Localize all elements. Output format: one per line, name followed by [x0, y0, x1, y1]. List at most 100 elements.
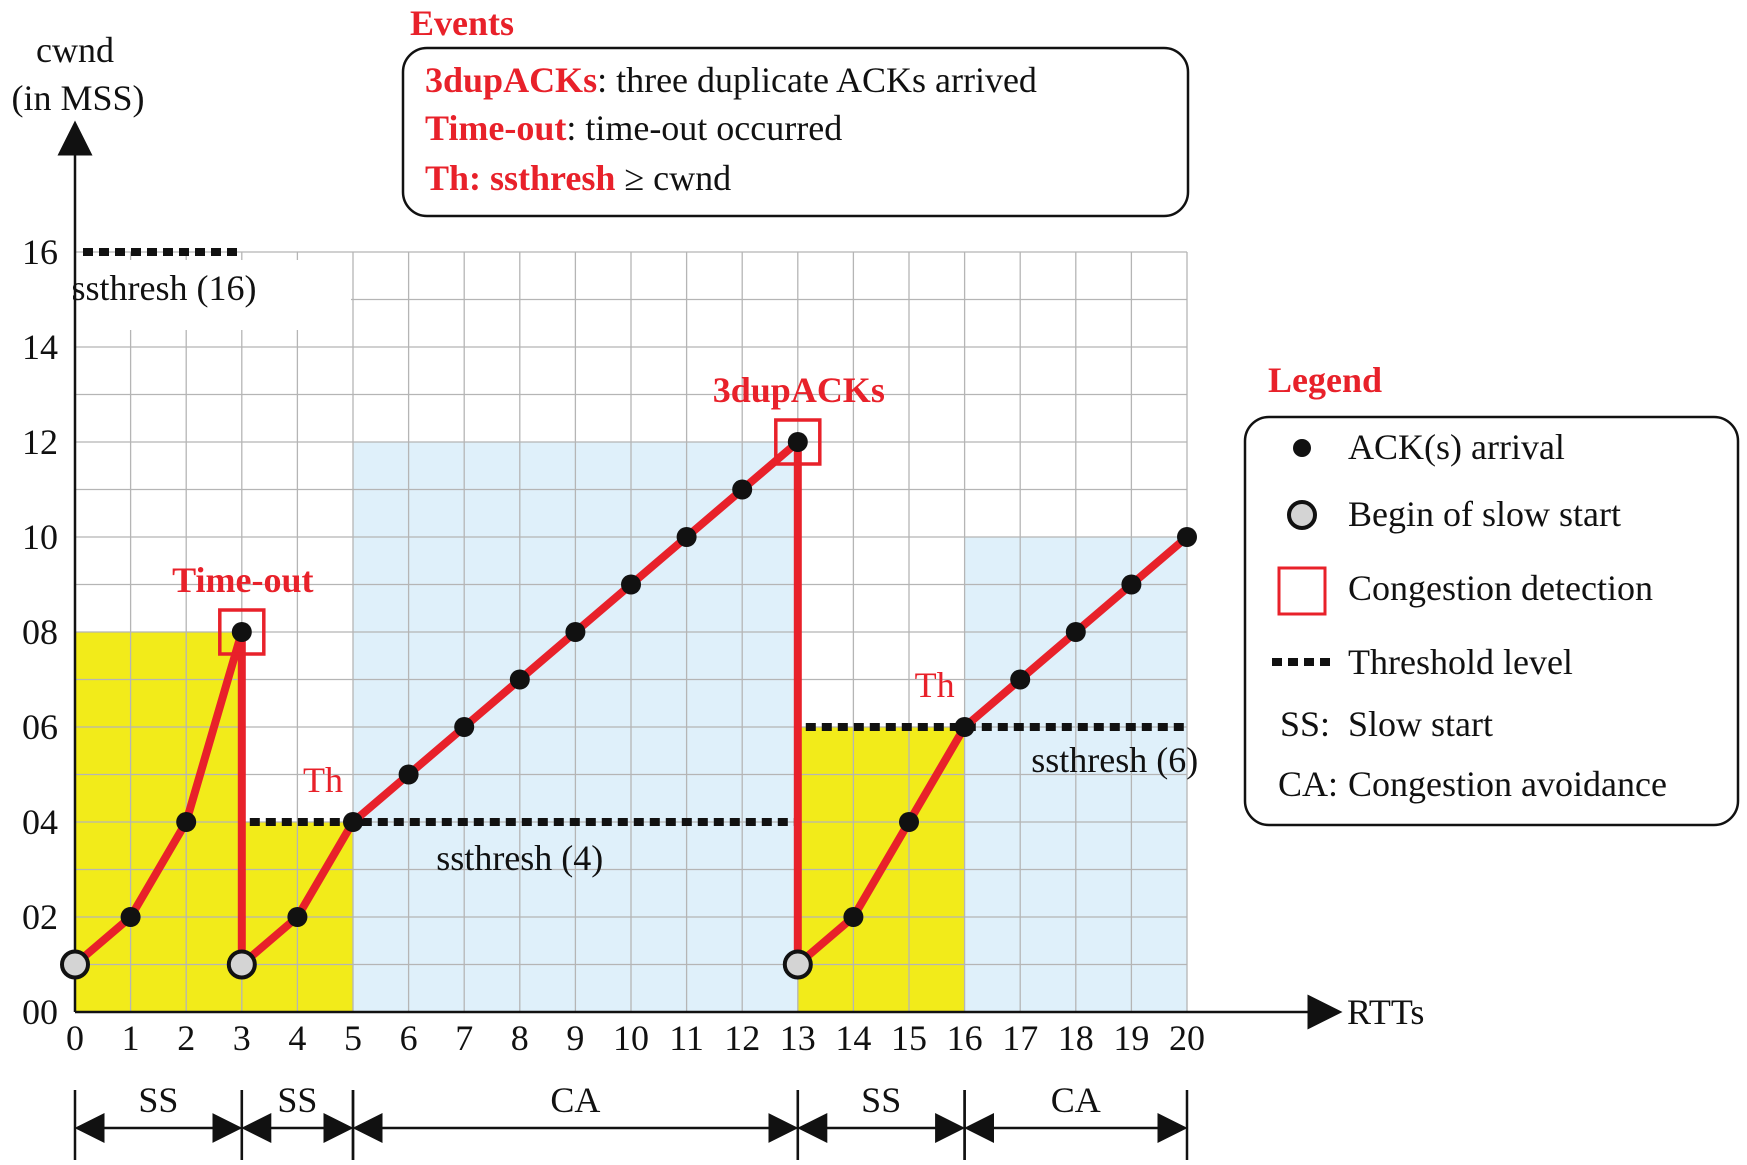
x-tick-label: 18: [1058, 1018, 1094, 1058]
legend: Legend ACK(s) arrival Begin of slow star…: [1243, 360, 1740, 827]
legend-begin-marker: [1287, 500, 1317, 530]
ack-point: [176, 812, 197, 832]
ack-point: [787, 432, 808, 452]
ssthresh16-backdrop: [77, 260, 351, 330]
x-tick-label: 8: [511, 1018, 529, 1058]
legend-title: Legend: [1268, 360, 1382, 400]
ack-point: [120, 907, 141, 927]
x-tick-label: 5: [344, 1018, 362, 1058]
legend-ca-label: Congestion avoidance: [1348, 764, 1667, 804]
event-key-th: Th: ssthresh: [425, 158, 615, 198]
y-tick-labels: 00 02 04 06 08 10 12 14 16: [22, 232, 58, 1032]
x-tick-label: 12: [724, 1018, 760, 1058]
x-tick-label: 16: [947, 1018, 983, 1058]
phase-span-label: SS: [861, 1080, 901, 1120]
x-tick-label: 10: [613, 1018, 649, 1058]
x-tick-label: 3: [233, 1018, 251, 1058]
ack-point: [398, 764, 419, 785]
ack-point: [899, 812, 919, 832]
y-tick-label: 04: [22, 802, 58, 842]
phase-span-label: CA: [1051, 1080, 1101, 1120]
phase-span-label: SS: [138, 1080, 178, 1120]
congestion-detection-marker: [218, 608, 266, 656]
ack-point: [565, 622, 586, 642]
x-tick-label: 6: [400, 1018, 418, 1058]
x-tick-labels: 0 1 2 3 4 5 6 7 8 9 10 11 12 13 14 15 16 17 18 19 20: [66, 1018, 1205, 1058]
x-axis-label: RTTs: [1347, 992, 1424, 1032]
ack-point: [732, 479, 753, 500]
events-frame: [401, 46, 1190, 218]
ack-point: [954, 717, 975, 737]
ack-point: [676, 527, 697, 547]
events-box: Events 3dupACKs: three duplicate ACKs ar…: [401, 3, 1190, 218]
x-tick-label: 4: [288, 1018, 306, 1058]
y-axis-label-2: (in MSS): [11, 78, 144, 118]
slow-start-begin-point: [782, 949, 813, 980]
data-points: [60, 432, 1197, 980]
slow-start-begin-point: [226, 949, 257, 980]
x-tick-label: 11: [669, 1018, 704, 1058]
phase-span-label: SS: [277, 1080, 317, 1120]
congestion-detection-label: Time-out: [172, 560, 313, 600]
ack-point: [343, 812, 363, 832]
y-tick-label: 14: [22, 327, 58, 367]
ack-point: [1010, 669, 1031, 690]
x-tick-label: 7: [455, 1018, 473, 1058]
threshold-label: ssthresh (4): [436, 838, 603, 878]
event-text-3dupacks: : three duplicate ACKs arrived: [597, 60, 1037, 100]
y-tick-label: 08: [22, 612, 58, 652]
axes: cwnd (in MSS) RTTs: [11, 30, 1424, 1032]
ack-point: [1121, 574, 1142, 595]
x-tick-label: 20: [1169, 1018, 1205, 1058]
legend-detection-label: Congestion detection: [1348, 568, 1653, 608]
y-tick-label: 12: [22, 422, 58, 462]
ack-point: [231, 622, 252, 642]
event-text-th: ≥ cwnd: [615, 158, 731, 198]
threshold-lines: ssthresh (16) ssthresh (4) ssthresh (6): [71, 248, 1198, 878]
ack-point: [1065, 622, 1086, 642]
congestion-detection-label: 3dupACKs: [713, 370, 885, 410]
legend-ss-abbr: SS:: [1280, 704, 1330, 744]
slow-start-begin-point: [60, 949, 90, 980]
x-tick-label: 19: [1113, 1018, 1149, 1058]
event-key-timeout: Time-out: [425, 108, 566, 148]
events-title: Events: [410, 3, 514, 43]
x-tick-label: 2: [177, 1018, 195, 1058]
y-tick-label: 00: [22, 992, 58, 1032]
legend-ca-abbr: CA:: [1278, 764, 1338, 804]
y-tick-label: 10: [22, 517, 58, 557]
phase-spans: SS SS CA SS CA: [73, 1080, 1189, 1160]
ack-point: [621, 574, 641, 595]
events-line-2: Time-out: time-out occurred: [425, 108, 842, 148]
th-marker-label: Th: [915, 665, 955, 705]
legend-ack-marker: [1293, 439, 1311, 457]
ack-point: [1177, 527, 1197, 547]
x-tick-label: 0: [66, 1018, 84, 1058]
annotations: Th Th: [303, 665, 955, 800]
legend-ss-label: Slow start: [1348, 704, 1493, 744]
events-line-1: 3dupACKs: three duplicate ACKs arrived: [425, 60, 1037, 100]
events-line-3: Th: ssthresh ≥ cwnd: [425, 158, 731, 198]
event-text-timeout: : time-out occurred: [566, 108, 842, 148]
x-tick-label: 15: [891, 1018, 927, 1058]
legend-threshold-label: Threshold level: [1348, 642, 1573, 682]
ack-point: [843, 907, 864, 927]
ack-point: [454, 717, 475, 737]
threshold-label: ssthresh (16): [71, 268, 256, 308]
legend-detection-marker: [1277, 566, 1327, 616]
y-tick-label: 06: [22, 707, 58, 747]
congestion-detections: Time-out 3dupACKs: [172, 370, 885, 656]
y-tick-label: 02: [22, 897, 58, 937]
x-tick-label: 9: [566, 1018, 584, 1058]
x-tick-label: 17: [1002, 1018, 1038, 1058]
th-marker-label: Th: [303, 760, 343, 800]
y-tick-label: 16: [22, 232, 58, 272]
congestion-detection-marker: [774, 418, 822, 466]
x-tick-label: 13: [780, 1018, 816, 1058]
y-axis-label-1: cwnd: [36, 30, 114, 70]
legend-begin-label: Begin of slow start: [1348, 494, 1621, 534]
x-tick-label: 1: [122, 1018, 140, 1058]
legend-frame: [1243, 415, 1740, 827]
event-key-3dupacks: 3dupACKs: [425, 60, 597, 100]
